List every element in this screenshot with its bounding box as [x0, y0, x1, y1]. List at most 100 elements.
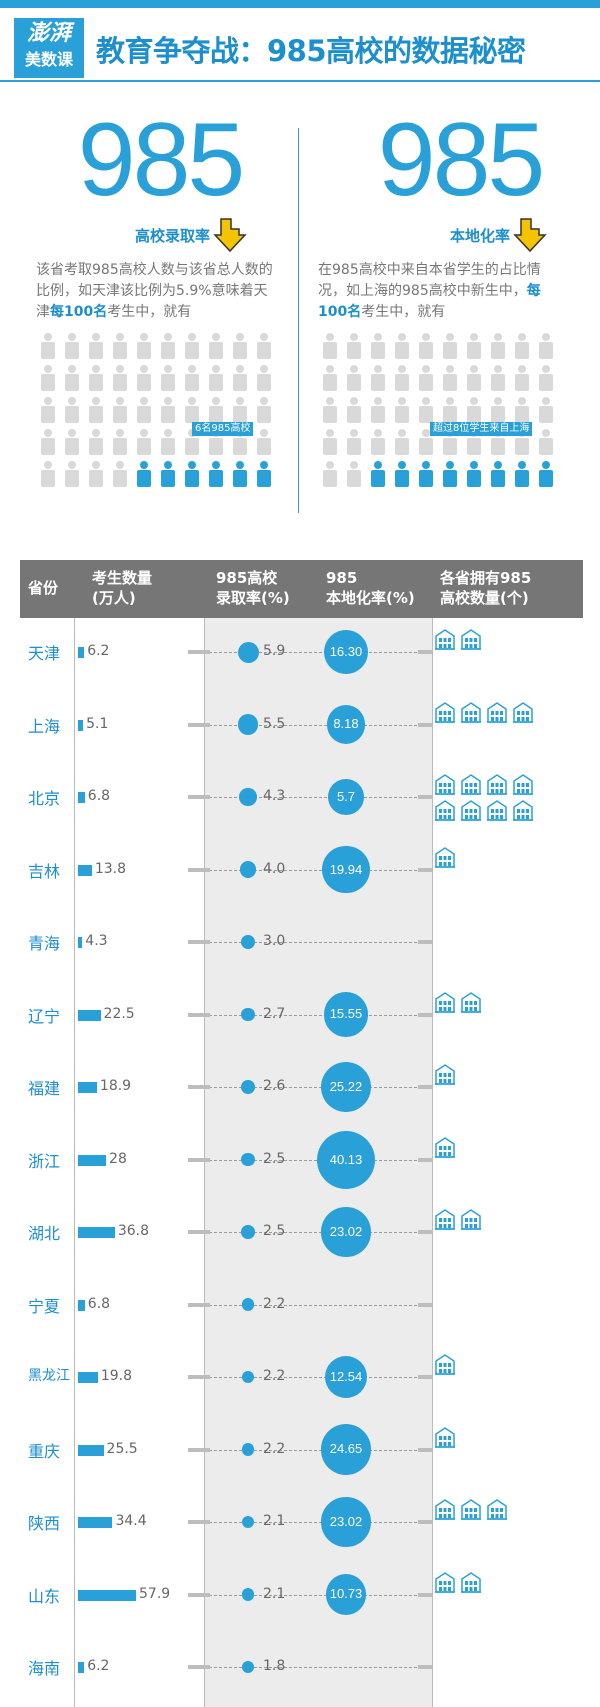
province-label: 重庆	[28, 1441, 61, 1461]
person-icon	[347, 365, 361, 391]
person-icon	[233, 365, 247, 391]
logo: 澎湃 美数课	[14, 18, 84, 78]
person-icon	[113, 397, 127, 423]
row-guide-line	[204, 942, 432, 943]
admission-rate-value: 2.5	[263, 1223, 286, 1239]
person-icon	[371, 397, 385, 423]
person-icon	[491, 333, 505, 359]
localization-circle: 10.73	[325, 1574, 367, 1615]
person-icon	[419, 397, 433, 423]
person-highlighted-icon	[137, 461, 151, 487]
university-building-icon	[513, 800, 533, 821]
intro-divider	[298, 128, 299, 513]
person-icon	[137, 429, 151, 455]
province-label: 青海	[28, 934, 61, 953]
row-guide-line	[204, 797, 432, 798]
university-building-icon	[435, 1064, 455, 1085]
row-guide-line	[204, 1232, 432, 1233]
examinees-bar	[78, 1154, 107, 1166]
admission-rate-dot	[241, 1298, 255, 1311]
person-icon	[419, 333, 433, 359]
row-guide-line	[204, 1087, 432, 1088]
tick-left	[188, 1665, 202, 1669]
university-building-icon	[435, 1426, 455, 1448]
person-highlighted-icon	[443, 461, 457, 487]
examinees-bar	[78, 1227, 115, 1238]
table-row: 陕西 34.4 2.1 23.02	[20, 1488, 583, 1561]
row-guide-line	[204, 869, 432, 871]
person-icon	[209, 333, 223, 359]
university-building-icon	[435, 701, 455, 723]
admission-rate-value: 4.0	[263, 860, 286, 877]
person-icon	[65, 365, 79, 391]
province-label: 湖北	[28, 1224, 61, 1243]
person-icon	[395, 365, 409, 391]
university-building-icon	[513, 774, 533, 795]
university-building-icon	[487, 701, 507, 723]
table-row: 浙江 28 2.5 40.13	[20, 1126, 583, 1199]
pointing-hand-icon	[513, 218, 547, 253]
person-icon	[209, 397, 223, 423]
person-icon	[257, 429, 271, 455]
tick-mid	[200, 1230, 210, 1234]
person-icon	[89, 333, 103, 359]
tick-right	[418, 1012, 432, 1017]
admission-rate-value: 1.8	[263, 1658, 286, 1674]
admission-rate-dot	[240, 934, 256, 950]
tick-left	[188, 1302, 202, 1307]
examinees-bar	[78, 1009, 101, 1021]
person-icon	[41, 333, 55, 359]
person-icon	[443, 397, 457, 423]
examinees-value: 6.2	[87, 1658, 110, 1674]
province-label: 福建	[28, 1079, 61, 1098]
tick-right	[418, 940, 432, 944]
admission-rate-dot	[241, 1152, 255, 1167]
admission-rate-dot	[241, 1443, 255, 1456]
header-admission-rate: 985高校 录取率(%)	[216, 569, 290, 607]
people-grid	[41, 333, 271, 487]
province-label: 山东	[28, 1586, 61, 1606]
person-icon	[371, 429, 385, 455]
tick-right	[418, 1157, 432, 1162]
person-icon	[539, 429, 553, 455]
column-divider	[432, 618, 433, 1707]
tick-mid	[200, 1085, 210, 1089]
localization-circle: 23.02	[321, 1207, 371, 1257]
university-building-icon	[461, 1209, 481, 1230]
person-highlighted-icon	[491, 461, 505, 487]
big-number: 985	[77, 102, 246, 218]
person-icon	[65, 397, 79, 423]
header-divider	[0, 80, 600, 82]
row-guide-line	[204, 1594, 432, 1596]
province-label: 宁夏	[28, 1296, 61, 1316]
logo-line2: 美数课	[24, 50, 73, 69]
admission-rate-dot	[241, 1080, 255, 1094]
university-building-icon	[487, 1499, 507, 1520]
person-highlighted-icon	[419, 461, 433, 487]
examinees-bar	[78, 1517, 113, 1528]
person-icon	[443, 333, 457, 359]
person-icon	[323, 333, 337, 359]
admission-rate-dot	[237, 714, 259, 735]
province-label: 上海	[28, 716, 61, 736]
desc-text-end: 考生中，就有	[361, 304, 446, 320]
tick-right	[418, 1230, 432, 1234]
person-icon	[467, 397, 481, 423]
person-icon	[539, 397, 553, 423]
intro-description: 在985高校中来自本省学生的占比情况，如上海的985高校中新生中，每100名考生…	[318, 260, 563, 323]
person-icon	[161, 365, 175, 391]
province-label: 陕西	[28, 1514, 61, 1533]
examinees-bar	[78, 1299, 85, 1311]
table-row: 青海 4.3 3.0	[20, 908, 583, 981]
tick-mid	[200, 940, 210, 944]
university-building-icon	[435, 1571, 455, 1593]
province-label: 北京	[28, 789, 61, 808]
tick-mid	[200, 1157, 210, 1162]
table-row: 湖北 36.8 2.5 23.02	[20, 1198, 583, 1271]
admission-rate-dot	[241, 1225, 255, 1239]
examinees-bar	[78, 1082, 97, 1093]
examinees-bar	[78, 937, 83, 948]
person-icon	[185, 333, 199, 359]
admission-rate-value: 2.1	[263, 1513, 286, 1529]
person-icon	[89, 397, 103, 423]
